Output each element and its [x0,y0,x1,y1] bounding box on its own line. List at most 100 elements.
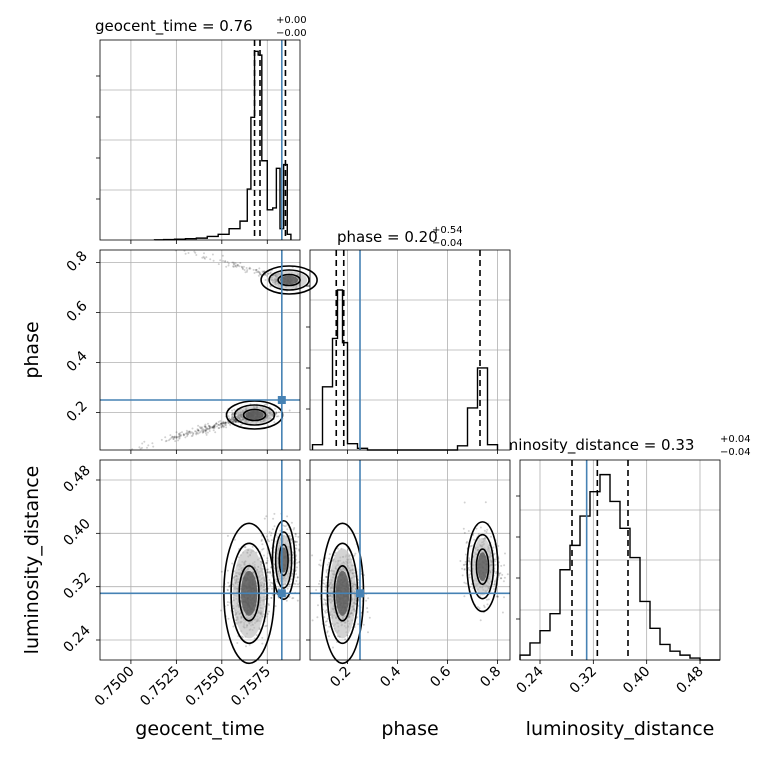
scatter-point [323,598,326,601]
scatter-point [167,439,170,442]
scatter-point [207,424,210,427]
scatter-point [232,418,235,421]
scatter-point [255,271,258,274]
scatter-point [270,596,273,599]
scatter-point [170,436,173,439]
scatter-point [197,424,200,427]
scatter-point [232,416,235,419]
scatter-point [237,264,239,267]
scatter-point [219,424,222,427]
scatter-point [225,421,228,424]
x-tick-label: 0.7550 [183,664,229,710]
scatter-point [468,576,471,579]
scatter-point [231,413,234,416]
scatter-point [265,515,268,518]
scatter-point [267,272,270,275]
scatter-point [504,552,506,555]
y-tick-label: 0.2 [64,398,91,425]
scatter-point [263,554,265,557]
scatter-point [467,560,470,563]
scatter-point [301,520,303,522]
scatter-point [185,429,188,432]
scatter-point [231,413,234,416]
scatter-point [217,420,220,423]
scatter-point [212,426,215,428]
scatter-point [240,635,243,638]
scatter-point [279,529,282,532]
scatter-point [274,407,276,410]
scatter-point [276,415,278,418]
scatter-point [131,448,134,450]
scatter-point [206,428,209,431]
scatter-point [187,432,190,435]
scatter-point [202,428,205,431]
scatter-point [295,554,298,557]
scatter-point [219,259,222,262]
scatter-point [292,528,295,531]
scatter-point [271,528,274,531]
title-geocent-lower: −0.00 [276,28,307,39]
scatter-point [202,431,205,434]
joint-geocent-time-vs-luminosity-distance [96,459,304,665]
ylabel-phase: phase [21,321,43,378]
scatter-point [265,535,268,538]
scatter-point [367,597,370,600]
scatter-point [267,587,270,590]
y-tick-label: 0.6 [64,298,91,325]
scatter-point [223,422,226,425]
scatter-point [195,433,198,436]
scatter-point [269,570,272,573]
scatter-point [468,557,470,559]
scatter-point [217,427,220,430]
scatter-point [262,270,265,273]
scatter-point [239,262,242,264]
scatter-point [177,432,180,435]
panel-frame [309,459,511,661]
scatter-point [268,571,271,574]
scatter-point [194,251,197,254]
scatter-point [259,557,262,560]
scatter-point [324,575,327,578]
scatter-point [283,525,286,527]
x-tick-label: 0.7575 [228,664,274,710]
y-tick-label: 0.8 [64,248,91,275]
panel-frame [309,249,511,451]
scatter-point [231,419,234,422]
scatter-point [169,243,171,245]
scatter-point [292,556,295,559]
scatter-point [215,422,218,425]
scatter-point [138,446,141,449]
marginal-geocent-time [96,39,301,244]
marginal-title-luminosity-distance: luminosity_distance = 0.33 +0.04 −0.04 [490,434,751,458]
scatter-point [90,461,92,463]
scatter-point [295,544,298,547]
scatter-point [288,409,291,412]
scatter-point [261,548,264,551]
scatter-point [93,456,95,458]
truth-marker [277,589,286,598]
scatter-point [232,265,234,268]
scatter-point [224,423,227,426]
truth-marker [277,396,286,404]
title-geocent-main: geocent_time = 0.76 [95,17,253,36]
title-ld-lower: −0.04 [720,447,751,458]
scatter-point [274,605,277,608]
y-tick-label: 0.4 [64,348,91,375]
scatter-point [463,563,466,566]
scatter-point [221,254,224,257]
scatter-point [231,261,234,264]
density-core [245,410,264,420]
scatter-point [325,620,328,623]
scatter-point [291,597,294,600]
scatter-point [302,557,304,559]
scatter-point [211,426,214,429]
scatter-point [494,560,497,563]
xlabel-luminosity-distance: luminosity_distance [526,718,715,740]
scatter-point [266,570,269,573]
scatter-point [294,533,297,536]
scatter-point [233,419,236,422]
scatter-point [463,568,466,571]
scatter-point [220,426,223,429]
scatter-point [248,643,251,646]
scatter-point [180,434,182,437]
